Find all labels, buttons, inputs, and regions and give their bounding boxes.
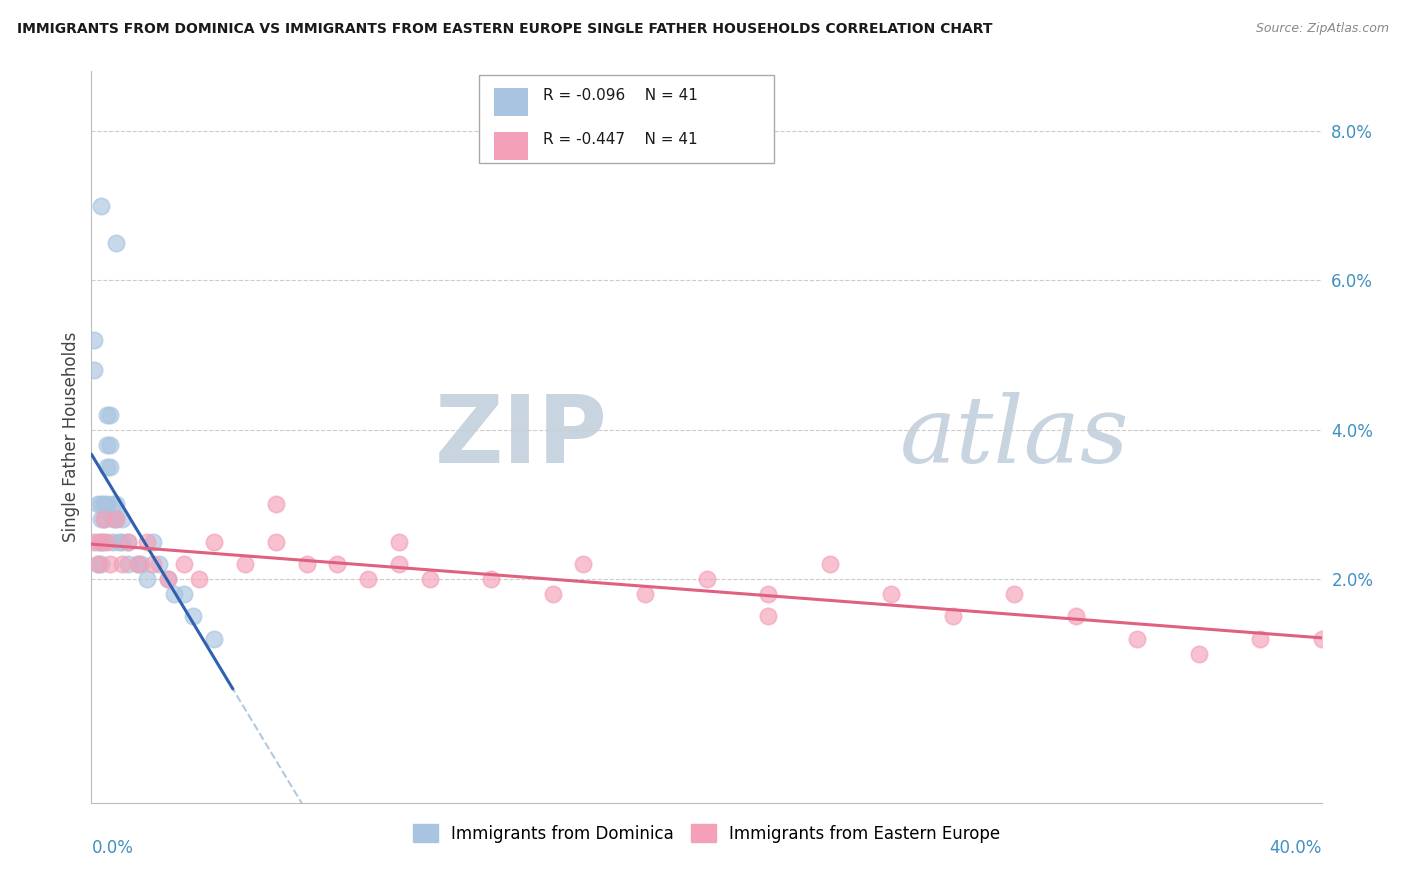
- Point: [157, 572, 180, 586]
- FancyBboxPatch shape: [479, 75, 775, 163]
- Point: [105, 512, 127, 526]
- Point: [86, 497, 108, 511]
- Point: [90, 534, 112, 549]
- Point: [388, 534, 411, 549]
- Point: [105, 235, 127, 250]
- Point: [117, 557, 139, 571]
- Point: [634, 587, 657, 601]
- Point: [135, 534, 157, 549]
- Point: [105, 512, 127, 526]
- Point: [98, 437, 121, 451]
- Point: [90, 512, 112, 526]
- Point: [86, 557, 108, 571]
- Text: IMMIGRANTS FROM DOMINICA VS IMMIGRANTS FROM EASTERN EUROPE SINGLE FATHER HOUSEHO: IMMIGRANTS FROM DOMINICA VS IMMIGRANTS F…: [17, 22, 993, 37]
- Point: [1064, 609, 1087, 624]
- Point: [173, 557, 195, 571]
- Point: [98, 459, 121, 474]
- Point: [135, 572, 157, 586]
- Point: [202, 534, 225, 549]
- Point: [541, 587, 564, 601]
- Point: [93, 512, 115, 526]
- Point: [105, 497, 127, 511]
- Point: [101, 534, 124, 549]
- Point: [1002, 587, 1025, 601]
- Point: [127, 557, 149, 571]
- Point: [233, 557, 256, 571]
- Point: [96, 497, 118, 511]
- Point: [96, 534, 118, 549]
- Point: [202, 632, 225, 646]
- Point: [111, 512, 134, 526]
- Point: [90, 534, 112, 549]
- Point: [163, 587, 186, 601]
- Point: [83, 333, 105, 347]
- Point: [86, 534, 108, 549]
- Bar: [494, 88, 529, 116]
- Point: [295, 557, 318, 571]
- Point: [129, 557, 152, 571]
- Point: [818, 557, 841, 571]
- Point: [696, 572, 718, 586]
- Text: ZIP: ZIP: [436, 391, 607, 483]
- Point: [181, 609, 204, 624]
- Point: [264, 534, 287, 549]
- Point: [111, 557, 134, 571]
- Point: [117, 534, 139, 549]
- Point: [86, 557, 108, 571]
- Point: [90, 497, 112, 511]
- Point: [117, 534, 139, 549]
- Text: R = -0.447    N = 41: R = -0.447 N = 41: [543, 132, 697, 147]
- Point: [142, 534, 165, 549]
- Point: [1187, 647, 1209, 661]
- Text: R = -0.096    N = 41: R = -0.096 N = 41: [543, 88, 697, 103]
- Point: [96, 437, 118, 451]
- Point: [101, 512, 124, 526]
- Point: [357, 572, 380, 586]
- Text: 40.0%: 40.0%: [1270, 839, 1322, 857]
- Point: [148, 557, 170, 571]
- Point: [264, 497, 287, 511]
- Point: [942, 609, 965, 624]
- Text: 0.0%: 0.0%: [91, 839, 134, 857]
- Y-axis label: Single Father Households: Single Father Households: [62, 332, 80, 542]
- Point: [96, 408, 118, 422]
- Point: [1249, 632, 1271, 646]
- Point: [1310, 632, 1333, 646]
- Bar: [494, 132, 529, 160]
- Point: [880, 587, 903, 601]
- Point: [756, 609, 779, 624]
- Point: [173, 587, 195, 601]
- Text: atlas: atlas: [900, 392, 1129, 482]
- Point: [108, 534, 131, 549]
- Point: [479, 572, 502, 586]
- Text: Source: ZipAtlas.com: Source: ZipAtlas.com: [1256, 22, 1389, 36]
- Point: [1126, 632, 1149, 646]
- Point: [90, 199, 112, 213]
- Point: [388, 557, 411, 571]
- Point: [98, 557, 121, 571]
- Point: [127, 557, 149, 571]
- Point: [96, 459, 118, 474]
- Point: [93, 512, 115, 526]
- Point: [98, 408, 121, 422]
- Point: [419, 572, 441, 586]
- Point: [142, 557, 165, 571]
- Point: [83, 534, 105, 549]
- Point: [101, 497, 124, 511]
- Point: [188, 572, 211, 586]
- Point: [93, 497, 115, 511]
- Point: [93, 534, 115, 549]
- Point: [90, 557, 112, 571]
- Point: [111, 534, 134, 549]
- Point: [157, 572, 180, 586]
- Point: [756, 587, 779, 601]
- Point: [83, 363, 105, 377]
- Legend: Immigrants from Dominica, Immigrants from Eastern Europe: Immigrants from Dominica, Immigrants fro…: [406, 818, 1007, 849]
- Point: [326, 557, 349, 571]
- Point: [572, 557, 595, 571]
